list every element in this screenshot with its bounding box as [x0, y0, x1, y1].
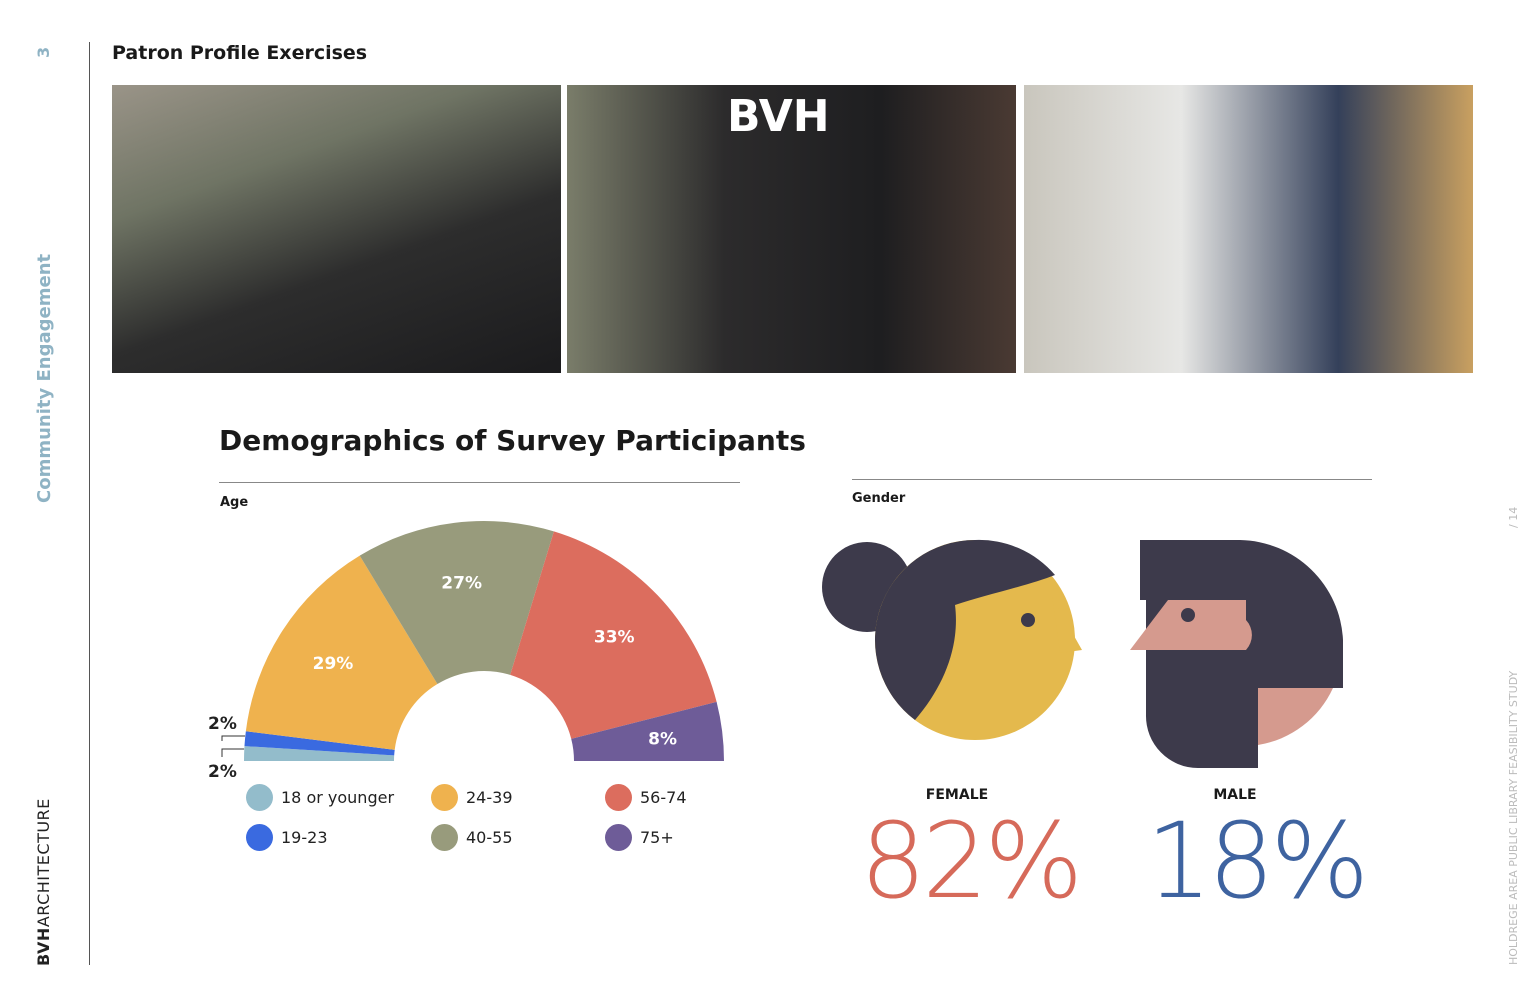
margin-divider [89, 42, 90, 965]
photo-bvh-booth: BVH [567, 85, 1016, 373]
age-rule [219, 482, 740, 483]
slice-label-19-23: 2% [208, 714, 237, 734]
legend-label: 18 or younger [281, 788, 395, 807]
slice-40-55 [359, 521, 554, 685]
slice-label-56-74: 33% [594, 628, 635, 648]
page-title: Patron Profile Exercises [112, 42, 368, 64]
slice-56-74 [510, 531, 717, 739]
photo-design-board [1024, 85, 1473, 373]
slice-19-23 [244, 731, 395, 756]
slice-label-40-55: 27% [441, 573, 482, 593]
legend-label: 40-55 [466, 828, 513, 847]
leader-line-18-or-younger [221, 748, 245, 757]
photo-jar-activity [112, 85, 561, 373]
age-label: Age [220, 495, 249, 510]
gender-rule [852, 479, 1372, 480]
bvh-booth-sign: BVH [727, 91, 830, 142]
legend-item-19-23: 19-23 [246, 824, 431, 851]
legend-swatch [246, 824, 273, 851]
slice-label-75-: 8% [648, 730, 677, 750]
legend-label: 19-23 [281, 828, 328, 847]
female-label: FEMALE [925, 787, 989, 803]
slice-label-24-39: 29% [313, 654, 354, 674]
legend-item-24-39: 24-39 [431, 784, 605, 811]
demographics-heading: Demographics of Survey Participants [219, 424, 806, 457]
legend-swatch [246, 784, 273, 811]
legend-swatch [605, 824, 632, 851]
legend-item-56-74: 56-74 [605, 784, 725, 811]
female-head-icon [822, 539, 1082, 740]
slice-24-39 [245, 555, 438, 750]
legend-label: 24-39 [466, 788, 513, 807]
legend-label: 75+ [640, 828, 674, 847]
slice-label-18-or-younger: 2% [208, 762, 237, 782]
legend-item-40-55: 40-55 [431, 824, 605, 851]
slice-75- [571, 701, 724, 761]
legend-swatch [431, 824, 458, 851]
gender-label: Gender [852, 491, 906, 506]
legend-item-75-: 75+ [605, 824, 725, 851]
legend-swatch [431, 784, 458, 811]
legend-swatch [605, 784, 632, 811]
male-percentage: 18% [1146, 800, 1369, 922]
female-percentage: 82% [860, 800, 1083, 922]
slice-18-or-younger [244, 746, 395, 761]
age-legend: 18 or younger 24-39 56-74 19-23 40-55 75+ [246, 784, 726, 851]
male-head-icon [1130, 540, 1343, 768]
leader-line-19-23 [221, 735, 246, 741]
legend-label: 56-74 [640, 788, 687, 807]
legend-item-18-or-younger: 18 or younger [246, 784, 431, 811]
male-label: MALE [1213, 787, 1257, 803]
